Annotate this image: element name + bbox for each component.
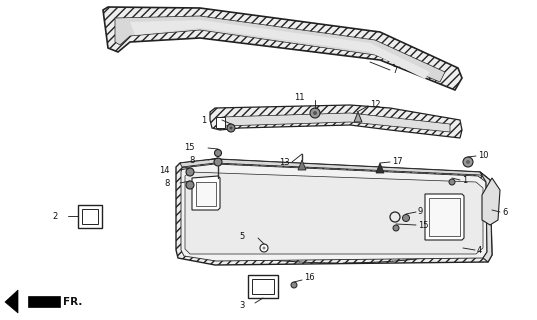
Text: 11: 11 (294, 92, 305, 101)
Text: 6: 6 (502, 207, 507, 217)
Polygon shape (130, 20, 430, 79)
Text: 16: 16 (304, 274, 315, 283)
Polygon shape (180, 159, 490, 180)
Polygon shape (482, 178, 500, 225)
Polygon shape (185, 172, 483, 254)
Polygon shape (78, 205, 102, 228)
Polygon shape (248, 275, 278, 298)
Text: 7: 7 (392, 66, 397, 75)
Text: 13: 13 (279, 157, 290, 166)
Text: 1: 1 (201, 116, 206, 124)
Text: 5: 5 (240, 231, 245, 241)
Polygon shape (181, 164, 487, 261)
Polygon shape (216, 117, 225, 128)
Text: 15: 15 (418, 220, 429, 229)
Text: 3: 3 (240, 300, 245, 309)
Text: 9: 9 (418, 206, 423, 215)
Circle shape (186, 168, 194, 176)
Polygon shape (210, 105, 462, 138)
Polygon shape (28, 296, 60, 307)
Polygon shape (425, 194, 464, 240)
Circle shape (310, 108, 320, 118)
Polygon shape (354, 112, 362, 122)
Polygon shape (196, 182, 216, 206)
Polygon shape (192, 176, 220, 210)
Text: 10: 10 (478, 150, 489, 159)
Circle shape (393, 225, 399, 231)
Text: 15: 15 (185, 142, 195, 151)
Polygon shape (115, 16, 445, 82)
Polygon shape (298, 160, 306, 170)
Circle shape (214, 149, 221, 156)
Circle shape (463, 157, 473, 167)
Polygon shape (176, 159, 492, 265)
Polygon shape (480, 172, 492, 262)
Text: FR.: FR. (63, 297, 82, 307)
Circle shape (449, 179, 455, 185)
Polygon shape (5, 290, 18, 313)
Text: 8: 8 (190, 156, 195, 164)
Circle shape (229, 126, 233, 130)
Text: 2: 2 (53, 212, 58, 220)
Circle shape (227, 124, 235, 132)
Circle shape (260, 244, 268, 252)
Polygon shape (376, 163, 384, 173)
Text: 4: 4 (477, 245, 482, 254)
Polygon shape (252, 279, 274, 294)
Text: 17: 17 (392, 156, 403, 165)
Polygon shape (103, 7, 462, 90)
Circle shape (186, 181, 194, 189)
Text: 14: 14 (159, 165, 170, 174)
Polygon shape (82, 209, 98, 224)
Polygon shape (429, 198, 460, 236)
Text: 1: 1 (462, 175, 467, 185)
Circle shape (466, 160, 470, 164)
Text: 8: 8 (165, 179, 170, 188)
Polygon shape (218, 113, 450, 132)
Circle shape (313, 111, 317, 115)
Circle shape (291, 282, 297, 288)
Text: 12: 12 (370, 100, 381, 108)
Circle shape (403, 214, 410, 221)
Circle shape (263, 246, 265, 250)
Circle shape (214, 158, 222, 166)
